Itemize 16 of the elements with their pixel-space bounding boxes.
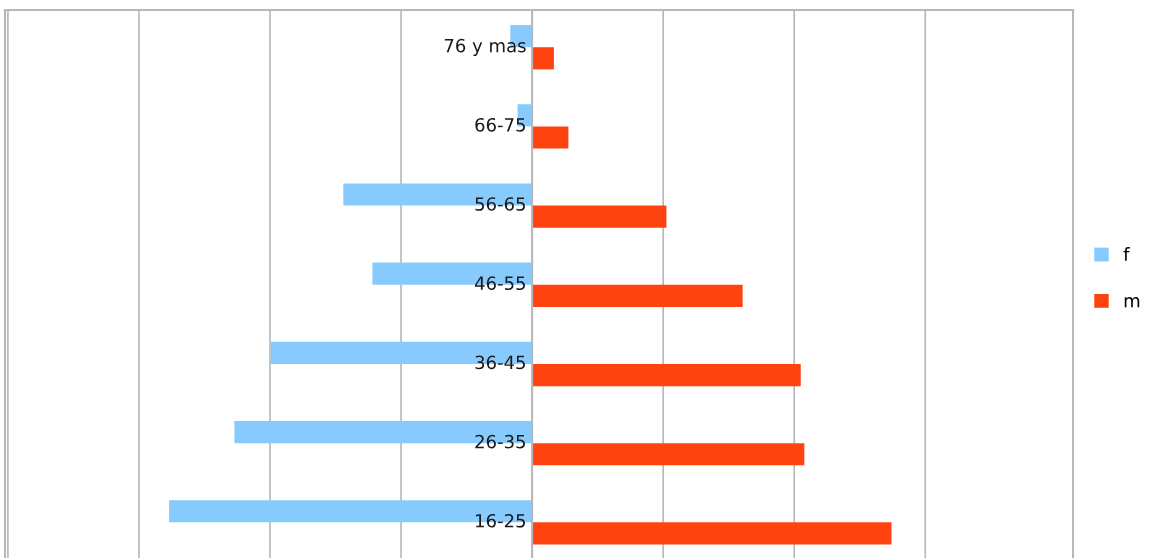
y-tick-label: 46-55 bbox=[474, 276, 525, 291]
y-tick-label: 76 y mas bbox=[444, 38, 526, 56]
bar bbox=[532, 126, 569, 149]
bar bbox=[532, 522, 892, 545]
y-tick-label: 36-45 bbox=[475, 355, 525, 370]
y-tick-label: 66-75 bbox=[475, 117, 525, 132]
y-tick-label: 16-25 bbox=[476, 513, 525, 528]
legend-label: f bbox=[1123, 247, 1130, 261]
bar bbox=[532, 443, 805, 466]
bar bbox=[532, 205, 667, 228]
legend-label: m bbox=[1124, 297, 1140, 308]
bar bbox=[532, 47, 554, 70]
bar bbox=[532, 363, 801, 387]
y-tick-label: 26-35 bbox=[475, 434, 525, 449]
y-tick-label: 56-65 bbox=[475, 197, 525, 211]
bar bbox=[532, 284, 743, 307]
